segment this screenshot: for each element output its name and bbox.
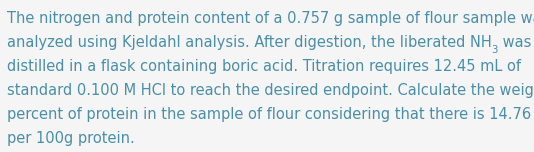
Text: percent of protein in the sample of flour considering that there is 14.76 g N: percent of protein in the sample of flou… (7, 107, 534, 122)
Text: per 100g protein.: per 100g protein. (7, 131, 135, 146)
Text: standard 0.100 M HCl to reach the desired endpoint. Calculate the weight: standard 0.100 M HCl to reach the desire… (7, 83, 534, 98)
Text: The nitrogen and protein content of a 0.757 g sample of flour sample was: The nitrogen and protein content of a 0.… (7, 11, 534, 26)
Text: distilled in a flask containing boric acid. Titration requires 12.45 mL of: distilled in a flask containing boric ac… (7, 59, 521, 74)
Text: 3: 3 (492, 45, 498, 55)
Text: was: was (498, 35, 531, 50)
Text: analyzed using Kjeldahl analysis. After digestion, the liberated NH: analyzed using Kjeldahl analysis. After … (7, 35, 492, 50)
